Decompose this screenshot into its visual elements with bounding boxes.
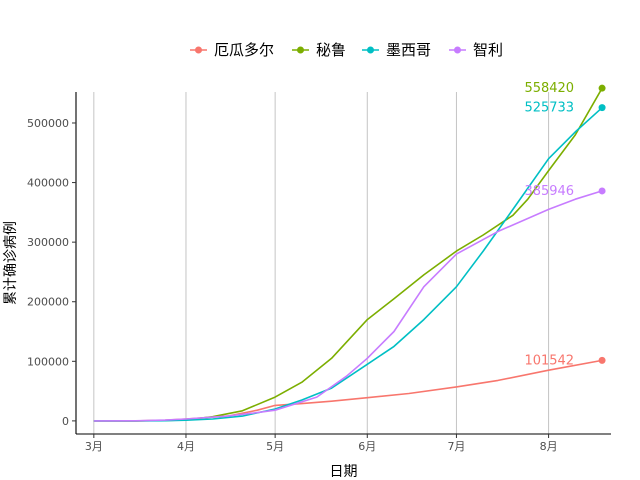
axes	[75, 92, 611, 435]
series-end-marker	[598, 84, 606, 92]
series-end-marker	[598, 104, 606, 112]
legend-item: 秘鲁	[292, 41, 346, 59]
data-labels: 101542 558420 525733 385946	[524, 81, 574, 368]
x-tick-label: 6月	[358, 440, 376, 453]
y-tick-label: 500000	[27, 117, 69, 130]
series-line	[93, 107, 603, 422]
legend-label: 墨西哥	[386, 41, 431, 59]
y-axis-title: 累计确诊病例	[3, 221, 19, 305]
y-tick-label: 400000	[27, 177, 69, 190]
legend-label: 秘鲁	[316, 41, 346, 59]
x-tick-label: 8月	[540, 440, 558, 453]
legend-label: 厄瓜多尔	[214, 41, 274, 59]
legend-item: 智利	[449, 41, 503, 59]
legend-key-marker	[454, 46, 461, 54]
gridlines	[93, 92, 550, 434]
legend-item: 墨西哥	[362, 41, 431, 59]
x-axis-title: 日期	[330, 464, 358, 480]
legend-key-marker	[367, 46, 374, 54]
y-tick-label: 200000	[27, 296, 69, 309]
legend-label: 智利	[473, 41, 503, 59]
series-end-label: 101542	[524, 353, 574, 368]
y-tick-label: 100000	[27, 355, 69, 368]
x-tick-label: 7月	[447, 440, 465, 453]
series-end-marker	[598, 187, 606, 195]
series-end-label: 525733	[524, 101, 574, 116]
y-tick-label: 0	[62, 415, 69, 428]
legend: 厄瓜多尔 秘鲁 墨西哥 智利	[190, 41, 503, 59]
legend-key-marker	[195, 46, 202, 54]
series-end-label: 385946	[524, 184, 574, 199]
series-end-marker	[598, 356, 606, 364]
x-tick-label: 3月	[85, 440, 103, 453]
legend-item: 厄瓜多尔	[190, 41, 274, 59]
end-markers	[598, 84, 606, 364]
x-tick-label: 4月	[177, 440, 195, 453]
tick-labels: 3月 4月 5月 6月 7月 8月 0 100000 200000 300000 400000 500…	[27, 117, 558, 453]
series-end-label: 558420	[524, 81, 574, 96]
legend-key-marker	[297, 46, 304, 54]
series-line	[93, 190, 603, 422]
x-tick-label: 5月	[266, 440, 284, 453]
y-tick-label: 300000	[27, 236, 69, 249]
series-lines	[93, 87, 603, 422]
